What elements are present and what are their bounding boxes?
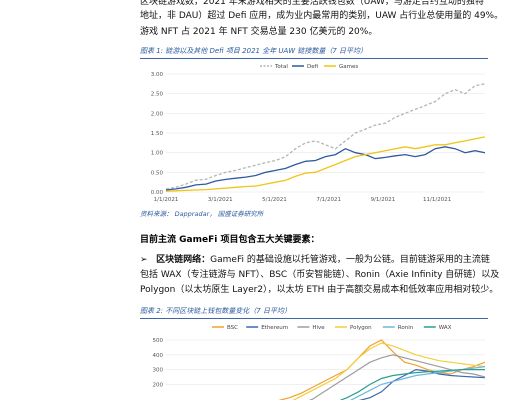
y-tick-label: 0.50 [151, 170, 164, 176]
figure1-caption: 图表 1: 链游以及其他 Defi 项目 2021 全年 UAW 链接数量（7 … [140, 46, 488, 59]
uaw-line-chart: 0.00 0.50 1.00 1.50 2.00 2.50 3.00 1/1/2021 3/1/… [151, 64, 486, 203]
bullet-text-1: GameFi 的基础设施以托管游戏，一般为公链。目前链游采用的主流链 [210, 255, 490, 265]
bullet-marker: ➢ [140, 255, 148, 265]
series-line-polygon [283, 342, 486, 404]
legend-label: BSC [227, 325, 238, 331]
legend-label: Games [339, 64, 358, 70]
legend-label: Polygon [350, 325, 372, 331]
figure1-chart: 0.00 0.50 1.00 1.50 2.00 2.50 3.00 1/1/2021 3/1/… [140, 58, 490, 206]
figure1-source: 资料来源： Dappradar， 国盛证券研究所 [140, 210, 264, 218]
y-tick-label: 1.00 [151, 151, 164, 157]
y-tick-label: 200 [153, 382, 164, 388]
y-tick-label: 1.50 [151, 131, 164, 137]
legend-label: Total [274, 64, 288, 70]
y-tick-label: 2.00 [151, 111, 164, 117]
y-tick-label: 2.50 [151, 92, 164, 98]
x-tick-label: 7/1/2021 [316, 197, 341, 203]
y-tick-label: 0.00 [151, 190, 164, 196]
y-tick-label: 400 [153, 353, 164, 359]
series-line-games [165, 136, 486, 192]
x-tick-label: 11/1/2021 [423, 197, 451, 203]
x-tick-label: 5/1/2021 [262, 197, 287, 203]
intro-line-1: 区块链游戏数，2021 年末游戏相关的主要活跃钱包数（UAW，与游走合约互动的独… [140, 0, 484, 7]
x-tick-label: 3/1/2021 [208, 197, 233, 203]
series-line-hive [297, 354, 486, 404]
y-tick-label: 300 [153, 368, 164, 374]
series-line-defi [165, 146, 486, 191]
legend-label: Hive [312, 325, 325, 331]
series-line-bsc [240, 339, 486, 404]
intro-line-2: 地址，非 DAU）超过 Defi 应用，成为业内最常用的类别，UAW 占行业总使… [140, 11, 504, 21]
intro-line-3: 游戏 NFT 占 2021 年 NFT 交易总量 230 亿美元的 20%。 [140, 27, 378, 37]
legend-label: Ronin [398, 325, 414, 331]
bullet-line-2: 包括 WAX（专注链游与 NFT）、BSC（币安智能链）、Ronin（Axie … [140, 270, 500, 280]
bullet-line-1: ➢ 区块链网络：GameFi 的基础设施以托管游戏，一般为公链。目前链游采用的主… [140, 252, 492, 268]
section-heading: 目前主流 GameFi 项目包含五大关键要素： [140, 235, 320, 245]
wallets-by-chain-chart: 200 300 400 500 BSC Ethereum Hive Polygon Ronin W… [153, 325, 486, 404]
y-tick-label: 3.00 [151, 72, 164, 78]
legend-label: Defi [307, 64, 318, 70]
series-line-ronin [342, 366, 486, 404]
legend-label: Ethereum [261, 325, 288, 331]
bullet-line-3: Polygon（以太坊原生 Layer2），以太坊 ETH 由于高额交易成本和低… [140, 285, 499, 295]
x-tick-label: 1/1/2021 [154, 197, 179, 203]
bullet-label: 区块链网络： [156, 255, 211, 265]
x-tick-label: 9/1/2021 [371, 197, 396, 203]
y-tick-label: 500 [153, 338, 164, 344]
figure2-chart: 200 300 400 500 BSC Ethereum Hive Polygon Ronin W… [140, 318, 490, 404]
legend-label: WAX [439, 325, 452, 331]
series-line-total [165, 83, 486, 190]
figure2-caption: 图表 2: 不同区块链上钱包数量变化（7 日平均） [140, 306, 488, 319]
